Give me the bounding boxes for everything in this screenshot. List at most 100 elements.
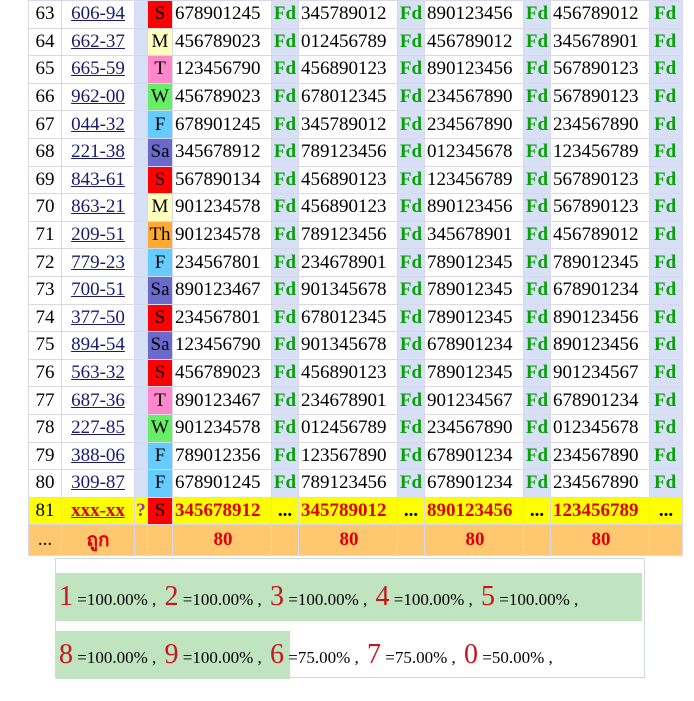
separator: ,: [451, 648, 456, 667]
spacer-cell: [134, 303, 148, 333]
value-cell: 901234578: [172, 413, 272, 443]
row-code-link[interactable]: 377-50: [71, 306, 125, 328]
row-code-link[interactable]: 221-38: [71, 141, 125, 163]
row-code-link[interactable]: 894-54: [71, 334, 125, 356]
fd-cell: Fd: [523, 331, 551, 360]
day-badge: F: [147, 248, 173, 277]
value-cell: 789123456: [298, 137, 398, 167]
fd-label: Fd: [654, 58, 677, 80]
digit-stat: 7 =75.00% ,: [367, 639, 460, 670]
day-badge: T: [147, 55, 173, 84]
value-cell: 456890123: [298, 358, 398, 388]
value-cell: 345678901: [424, 220, 524, 250]
value-text: 789123456: [301, 224, 387, 246]
fd-cell: Fd: [649, 469, 683, 498]
row-code-link[interactable]: 843-61: [71, 168, 125, 190]
spacer-cell: [134, 469, 148, 498]
row-code-link[interactable]: xxx-xx: [71, 499, 125, 521]
row-code-link[interactable]: 962-00: [71, 86, 125, 108]
value-text: 345678912: [175, 141, 261, 163]
value-cell: 789012356: [172, 441, 272, 471]
row-code-link[interactable]: 209-51: [71, 224, 125, 246]
digit: 2: [164, 581, 179, 612]
value-text: 890123456: [427, 196, 513, 218]
value-cell: 901234578: [172, 220, 272, 250]
value-text: 678901245: [175, 472, 261, 494]
fd-label: Fd: [399, 58, 423, 80]
value-cell: 890123456: [424, 0, 524, 29]
separator: ,: [257, 590, 262, 609]
value-text: 345789012: [301, 3, 387, 25]
row-number: 76: [28, 358, 62, 388]
spacer-cell: [134, 27, 148, 57]
fd-label: Fd: [525, 279, 549, 301]
spacer-cell: [134, 524, 148, 557]
spacer-cell: [134, 137, 148, 167]
digit: 5: [481, 581, 495, 612]
digit-stat: 3 =100.00% ,: [270, 581, 372, 612]
row-code-link[interactable]: 044-32: [71, 113, 125, 135]
value-text: 234567801: [175, 251, 261, 273]
fd-cell: Fd: [271, 220, 299, 250]
fd-cell: Fd: [523, 413, 551, 443]
fd-cell: Fd: [397, 358, 425, 388]
spacer-cell: [134, 275, 148, 305]
value-text: 456789023: [175, 362, 261, 384]
fd-label: Fd: [273, 30, 297, 52]
day-badge: Sa: [147, 275, 173, 305]
day-badge: F: [147, 441, 173, 471]
fd-label: Fd: [399, 86, 423, 108]
row-code-link[interactable]: 779-23: [71, 251, 125, 273]
value-cell: 456789012: [550, 0, 650, 29]
row-code-link[interactable]: 227-85: [71, 417, 125, 439]
fd-cell: Fd: [649, 165, 683, 195]
value-cell: 890123456: [424, 193, 524, 222]
fd-cell: Fd: [649, 413, 683, 443]
fd-cell: Fd: [523, 110, 551, 139]
value-cell: 345678912: [172, 137, 272, 167]
value-cell: 789012345: [424, 303, 524, 333]
row-code-link[interactable]: 863-21: [71, 196, 125, 218]
fd-label: Fd: [654, 306, 677, 328]
row-code-link[interactable]: 700-51: [71, 279, 125, 301]
value-text: 678901234: [427, 334, 513, 356]
fd-cell: Fd: [649, 193, 683, 222]
separator: ,: [468, 590, 473, 609]
value-text: 234567890: [427, 417, 513, 439]
row-code-link[interactable]: 309-87: [71, 472, 125, 494]
value-cell: 890123456: [424, 55, 524, 84]
value-text: 890123456: [427, 58, 513, 80]
value-text: 890123456: [427, 3, 513, 25]
fd-cell: Fd: [523, 358, 551, 388]
value-cell: 678012345: [298, 82, 398, 112]
fd-label: Fd: [399, 30, 423, 52]
fd-label: Fd: [399, 334, 423, 356]
fd-label: Fd: [654, 251, 677, 273]
row-number: 81: [28, 496, 62, 526]
value-cell: 456789012: [424, 27, 524, 57]
row-number: 68: [28, 137, 62, 167]
fd-cell: Fd: [397, 331, 425, 360]
value-cell: 890123456: [550, 331, 650, 360]
row-code-link[interactable]: 563-32: [71, 362, 125, 384]
fd-cell: Fd: [523, 248, 551, 277]
value-cell: 789123456: [298, 469, 398, 498]
value-text: 789012345: [427, 362, 513, 384]
results-table: 63 606-94 S 678901245 Fd 345789012 Fd 890123456…: [28, 0, 683, 557]
fd-label: Fd: [273, 444, 297, 466]
value-text: 234678901: [301, 389, 387, 411]
row-code-link[interactable]: 687-36: [71, 389, 125, 411]
fd-label: Fd: [399, 251, 423, 273]
row-code-link[interactable]: 665-59: [71, 58, 125, 80]
value-text: 901234567: [553, 362, 639, 384]
value-cell: 234567890: [424, 413, 524, 443]
row-number: 75: [28, 331, 62, 360]
row-code-link[interactable]: 388-06: [71, 444, 125, 466]
fd-label: Fd: [273, 362, 297, 384]
fd-cell: Fd: [397, 413, 425, 443]
row-code-link[interactable]: 606-94: [71, 3, 125, 25]
value-cell: 456890123: [298, 165, 398, 195]
row-code-link[interactable]: 662-37: [71, 30, 125, 52]
day-badge: Sa: [147, 331, 173, 360]
value-text: 901345678: [301, 334, 387, 356]
